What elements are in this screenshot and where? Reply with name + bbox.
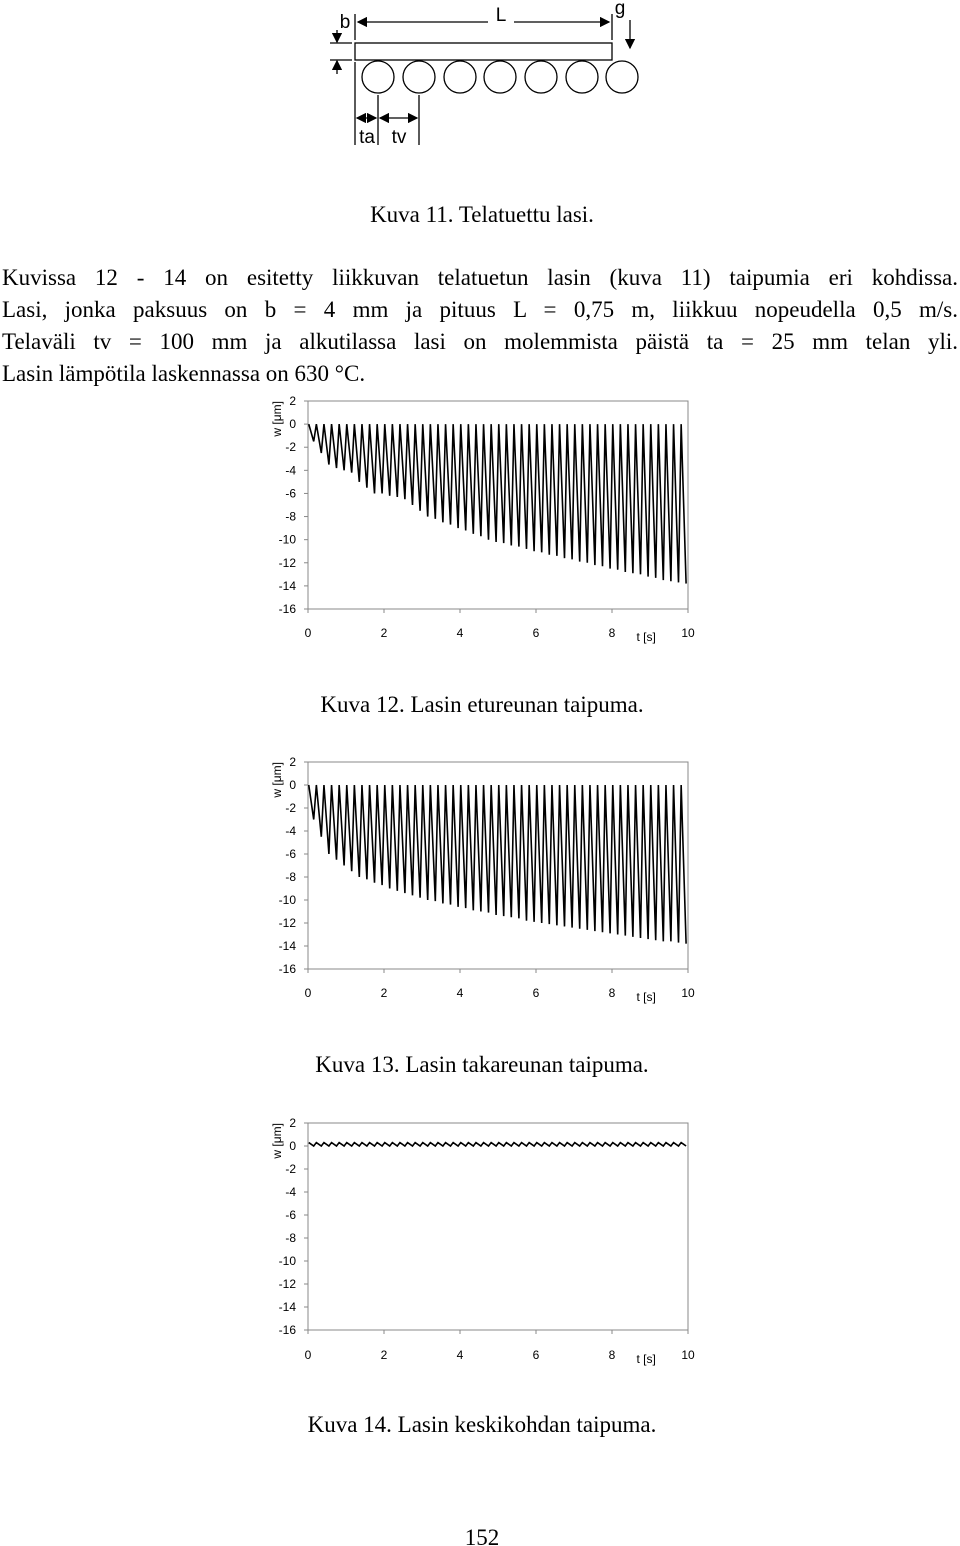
- y-tick-label: -6: [285, 486, 296, 500]
- y-tick-label: -2: [285, 440, 296, 454]
- x-tick-label: 0: [305, 626, 312, 640]
- x-axis-label: t [s]: [637, 630, 656, 644]
- glass-sheet: [354, 42, 613, 61]
- y-tick-label: -6: [285, 847, 296, 861]
- x-tick-label: 4: [457, 1348, 464, 1362]
- x-tick-label: 8: [609, 986, 616, 1000]
- plot-frame: [307, 400, 689, 610]
- x-tick-label: 2: [381, 626, 388, 640]
- y-tick-label: 2: [289, 394, 296, 408]
- y-tick-label: -8: [285, 870, 296, 884]
- y-tick-label: -4: [285, 824, 296, 838]
- roller-diagram: [330, 14, 639, 145]
- chart-caption: Kuva 13. Lasin takareunan taipuma.: [315, 1052, 648, 1077]
- label-b: b: [340, 12, 351, 33]
- x-tick-label: 10: [681, 1348, 695, 1362]
- x-axis-label: t [s]: [637, 1352, 656, 1366]
- figure-caption: Kuva 11. Telatuettu lasi.: [370, 202, 594, 227]
- x-tick-label: 10: [681, 986, 695, 1000]
- chart-caption: Kuva 12. Lasin etureunan taipuma.: [320, 692, 643, 717]
- plot-frame: [307, 1122, 689, 1331]
- x-tick-label: 0: [305, 1348, 312, 1362]
- y-tick-label: -10: [279, 893, 297, 907]
- x-tick-label: 6: [533, 626, 540, 640]
- roller: [483, 60, 517, 94]
- x-tick-label: 2: [381, 986, 388, 1000]
- x-tick-label: 4: [457, 626, 464, 640]
- roller: [361, 60, 395, 94]
- paragraph-line: Lasin lämpötila laskennassa on 630 °C.: [2, 361, 366, 386]
- x-tick-label: 8: [609, 1348, 616, 1362]
- y-tick-label: -2: [285, 801, 296, 815]
- y-tick-label: -6: [285, 1208, 296, 1222]
- y-tick-label: -16: [279, 602, 297, 616]
- chart-caption: Kuva 14. Lasin keskikohdan taipuma.: [308, 1412, 657, 1437]
- y-tick-label: 0: [289, 778, 296, 792]
- plot-frame: [307, 761, 689, 970]
- x-tick-label: 10: [681, 626, 695, 640]
- data-line: [307, 423, 687, 584]
- label-g: g: [615, 0, 626, 19]
- y-tick-label: -14: [279, 939, 297, 953]
- page-number: 152: [465, 1525, 500, 1546]
- y-axis-label: w [μm]: [270, 401, 284, 438]
- x-tick-label: 0: [305, 986, 312, 1000]
- y-tick-label: -4: [285, 463, 296, 477]
- paragraph-line: Kuvissa 12 - 14 on esitetty liikkuvan te…: [2, 265, 958, 290]
- roller: [565, 60, 599, 94]
- y-tick-label: 2: [289, 755, 296, 769]
- y-tick-label: -10: [279, 1254, 297, 1268]
- x-tick-label: 6: [533, 1348, 540, 1362]
- roller: [402, 60, 436, 94]
- roller: [605, 60, 639, 94]
- y-tick-label: -12: [279, 556, 297, 570]
- label-tv: tv: [392, 127, 407, 148]
- paragraph-line: Lasi, jonka paksuus on b = 4 mm ja pituu…: [2, 297, 958, 322]
- x-tick-label: 4: [457, 986, 464, 1000]
- y-tick-label: -2: [285, 1162, 296, 1176]
- label-ta: ta: [359, 127, 375, 148]
- label-l: L: [496, 5, 507, 26]
- y-tick-label: -12: [279, 916, 297, 930]
- y-tick-label: -4: [285, 1185, 296, 1199]
- roller: [524, 60, 558, 94]
- y-tick-label: -10: [279, 533, 297, 547]
- roller: [443, 60, 477, 94]
- y-axis-label: w [μm]: [270, 762, 284, 799]
- x-tick-label: 2: [381, 1348, 388, 1362]
- y-tick-label: -14: [279, 1300, 297, 1314]
- y-tick-label: 2: [289, 1116, 296, 1130]
- paragraph-line: Telaväli tv = 100 mm ja alkutilassa lasi…: [2, 329, 958, 354]
- y-tick-label: 0: [289, 417, 296, 431]
- data-line: [307, 784, 687, 944]
- y-tick-label: -14: [279, 579, 297, 593]
- y-tick-label: -16: [279, 1323, 297, 1337]
- data-line: [308, 1141, 687, 1148]
- y-tick-label: -8: [285, 510, 296, 524]
- y-axis-label: w [μm]: [270, 1123, 284, 1160]
- y-tick-label: -8: [285, 1231, 296, 1245]
- x-tick-label: 6: [533, 986, 540, 1000]
- y-tick-label: -12: [279, 1277, 297, 1291]
- x-tick-label: 8: [609, 626, 616, 640]
- x-axis-label: t [s]: [637, 990, 656, 1004]
- y-tick-label: 0: [289, 1139, 296, 1153]
- y-tick-label: -16: [279, 962, 297, 976]
